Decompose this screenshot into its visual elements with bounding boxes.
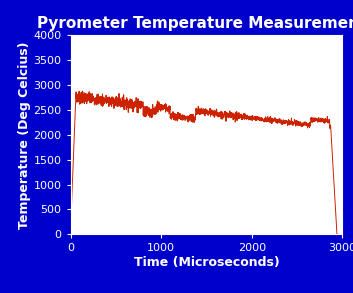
Title: Pyrometer Temperature Measurements: Pyrometer Temperature Measurements — [37, 16, 353, 31]
X-axis label: Time (Microseconds): Time (Microseconds) — [134, 256, 279, 269]
Y-axis label: Temperature (Deg Celcius): Temperature (Deg Celcius) — [18, 41, 31, 229]
